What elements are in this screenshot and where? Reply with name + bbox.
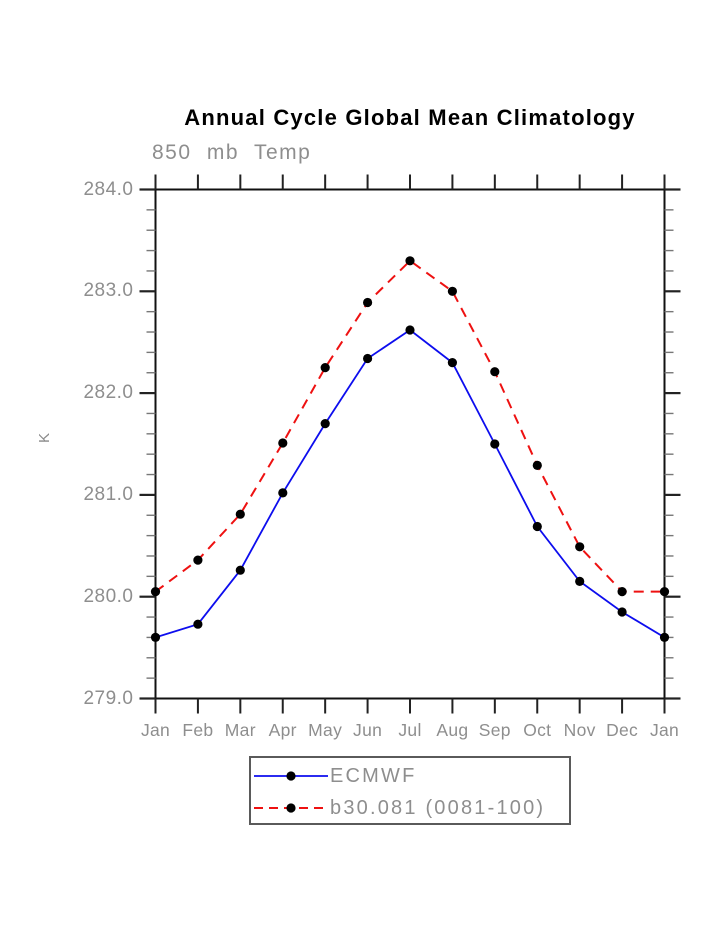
data-point: [447, 358, 457, 368]
data-point: [617, 587, 627, 597]
data-point: [363, 297, 373, 308]
plot-frame: [154, 188, 666, 700]
x-tick-label: Oct: [523, 719, 552, 740]
legend-line-sample: [254, 771, 328, 781]
data-point: [193, 555, 203, 565]
data-point: [235, 565, 245, 575]
data-point: [363, 353, 373, 364]
data-point: [575, 542, 585, 552]
y-tick-label: 283.0: [83, 280, 134, 302]
data-point: [278, 488, 288, 498]
chart-title: Annual Cycle Global Mean Climatology: [184, 105, 636, 130]
y-tick-label: 284.0: [83, 178, 134, 200]
data-point: [150, 632, 161, 643]
data-point: [490, 367, 500, 377]
x-tick-label: May: [308, 719, 343, 740]
data-point: [405, 256, 415, 266]
data-point: [659, 632, 670, 643]
data-point: [278, 438, 288, 448]
x-tick-label: Mar: [224, 719, 256, 740]
data-point: [193, 619, 203, 629]
legend-marker-dot: [286, 803, 296, 813]
data-point: [575, 576, 585, 587]
legend-label: b30.081 (0081-100): [330, 796, 546, 819]
series-line-0: [155, 328, 665, 639]
legend-row: b30.081 (0081-100): [251, 792, 569, 824]
y-tick-label: 280.0: [83, 585, 134, 607]
legend-line-sample: [254, 803, 328, 813]
data-point: [320, 363, 330, 373]
legend-row: ECMWF: [251, 760, 569, 792]
data-point: [532, 521, 542, 532]
y-tick-label: 279.0: [83, 687, 134, 709]
x-tick-label: Feb: [182, 719, 214, 740]
x-tick-label: Sep: [478, 719, 511, 740]
data-point: [659, 587, 670, 597]
data-point: [235, 509, 245, 519]
data-point: [490, 439, 500, 449]
data-point: [447, 286, 457, 296]
x-tick-label: Apr: [268, 719, 297, 740]
x-tick-label: Jan: [649, 719, 680, 740]
x-tick-label: Aug: [436, 719, 469, 740]
x-tick-label: Dec: [606, 719, 639, 740]
x-tick-label: Jul: [398, 719, 422, 740]
x-tick-label: Nov: [563, 719, 596, 740]
y-tick-label: 282.0: [83, 382, 134, 404]
data-point: [532, 460, 542, 470]
legend-label: ECMWF: [330, 764, 417, 787]
data-point: [617, 607, 627, 617]
chart-subtitle: 850 mb Temp: [152, 141, 312, 164]
data-point: [320, 419, 330, 429]
x-tick-label: Jan: [140, 719, 171, 740]
x-tick-label: Jun: [353, 719, 383, 740]
data-point: [150, 587, 161, 597]
y-tick-label: 281.0: [83, 483, 134, 505]
series-line-1: [154, 259, 665, 593]
legend-marker-dot: [286, 771, 296, 781]
data-point: [405, 325, 415, 335]
legend-box: ECMWF b30.081 (0081-100): [249, 756, 571, 825]
